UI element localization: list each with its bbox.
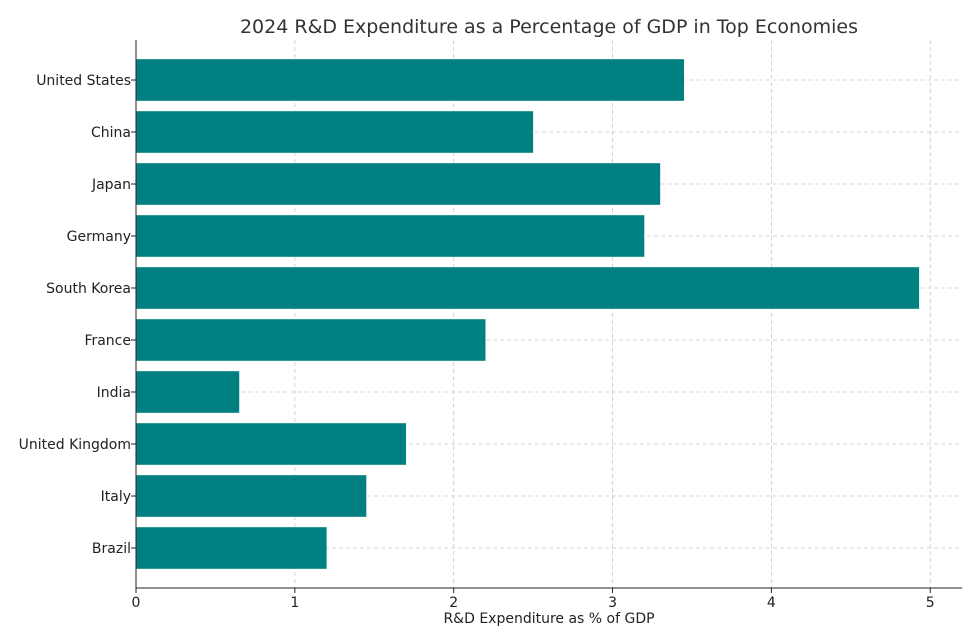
bar [136,423,407,465]
x-tick-label: 5 [926,595,935,611]
x-tick-label: 2 [449,595,458,611]
y-tick-label: France [84,333,131,349]
y-tick-label: Japan [91,177,131,193]
bar [136,319,486,361]
x-tick-label: 3 [608,595,617,611]
bar [136,163,661,205]
chart-title: 2024 R&D Expenditure as a Percentage of … [240,16,858,38]
bar [136,59,685,101]
y-tick-label: United States [36,73,131,89]
bar [136,111,534,153]
y-tick-label: China [91,125,131,141]
x-tick-label: 4 [767,595,776,611]
y-tick-label: Brazil [92,541,131,557]
y-tick-label: India [97,385,131,401]
y-tick-label: South Korea [46,281,131,297]
bar [136,371,240,413]
bar [136,475,367,517]
bar [136,215,645,257]
x-axis-ticks: 0 1 2 3 4 5 [132,588,935,611]
y-tick-label: United Kingdom [19,437,131,453]
y-axis-ticks: United States China Japan Germany South Kore… [19,73,136,557]
bar [136,527,327,569]
bar [136,267,920,309]
x-tick-label: 0 [132,595,141,611]
x-tick-label: 1 [290,595,299,611]
axes [135,40,962,589]
y-tick-label: Germany [67,229,131,245]
x-axis-label: R&D Expenditure as % of GDP [443,611,654,627]
bars [136,59,920,569]
y-tick-label: Italy [101,489,131,505]
